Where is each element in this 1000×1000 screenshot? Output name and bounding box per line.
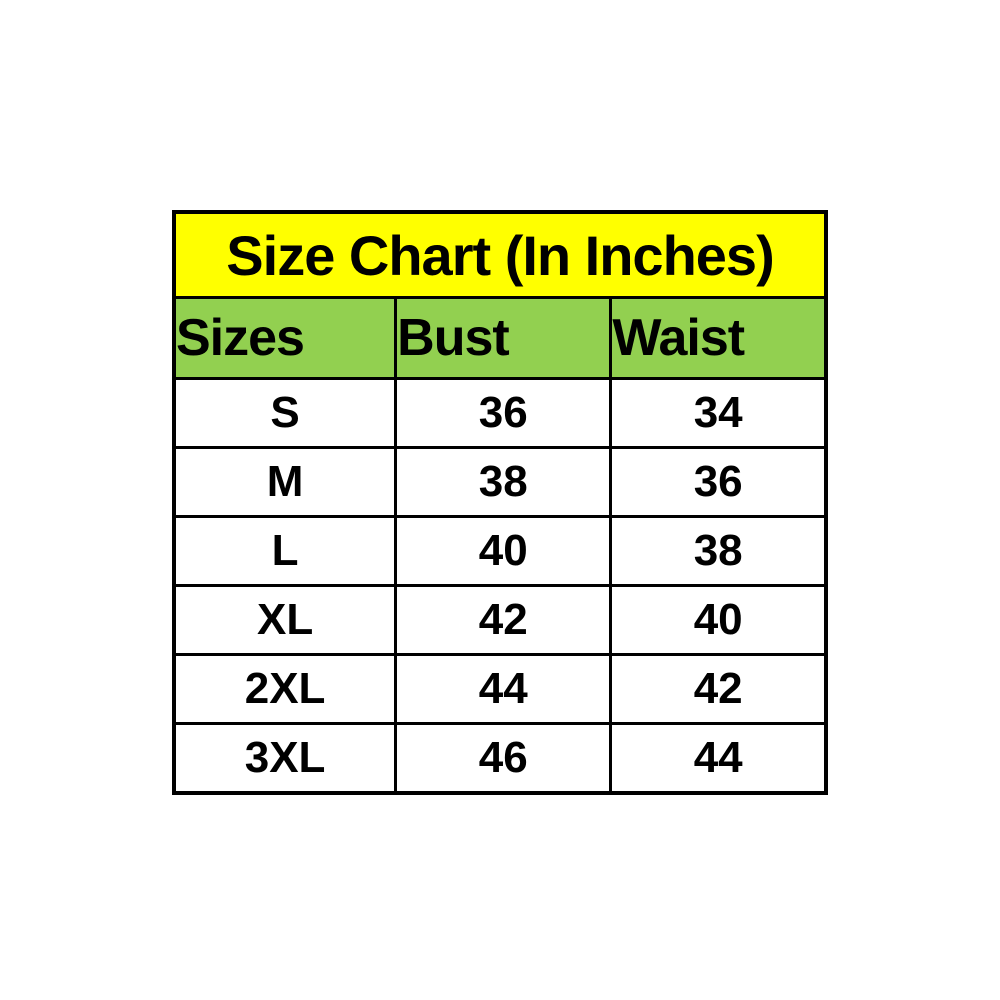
bust-value: 36 <box>394 377 613 449</box>
table-row: L 40 38 <box>172 515 828 587</box>
size-value: 2XL <box>172 653 398 725</box>
size-chart-title: Size Chart (In Inches) <box>172 210 828 299</box>
header-row: Sizes Bust Waist <box>172 296 828 380</box>
table-row: XL 42 40 <box>172 584 828 656</box>
waist-value: 34 <box>609 377 828 449</box>
bust-value: 40 <box>394 515 613 587</box>
waist-value: 38 <box>609 515 828 587</box>
size-value: 3XL <box>172 722 398 795</box>
size-value: L <box>172 515 398 587</box>
table-row: 3XL 46 44 <box>172 722 828 795</box>
column-header-sizes: Sizes <box>172 296 398 380</box>
table-row: M 38 36 <box>172 446 828 518</box>
bust-value: 42 <box>394 584 613 656</box>
size-value: XL <box>172 584 398 656</box>
column-header-waist: Waist <box>609 296 828 380</box>
size-value: M <box>172 446 398 518</box>
waist-value: 36 <box>609 446 828 518</box>
bust-value: 46 <box>394 722 613 795</box>
size-chart-table: Size Chart (In Inches) Sizes Bust Waist … <box>172 210 828 795</box>
column-header-bust: Bust <box>394 296 613 380</box>
table-row: 2XL 44 42 <box>172 653 828 725</box>
title-row: Size Chart (In Inches) <box>172 210 828 299</box>
bust-value: 38 <box>394 446 613 518</box>
waist-value: 40 <box>609 584 828 656</box>
bust-value: 44 <box>394 653 613 725</box>
waist-value: 44 <box>609 722 828 795</box>
table-row: S 36 34 <box>172 377 828 449</box>
waist-value: 42 <box>609 653 828 725</box>
size-value: S <box>172 377 398 449</box>
